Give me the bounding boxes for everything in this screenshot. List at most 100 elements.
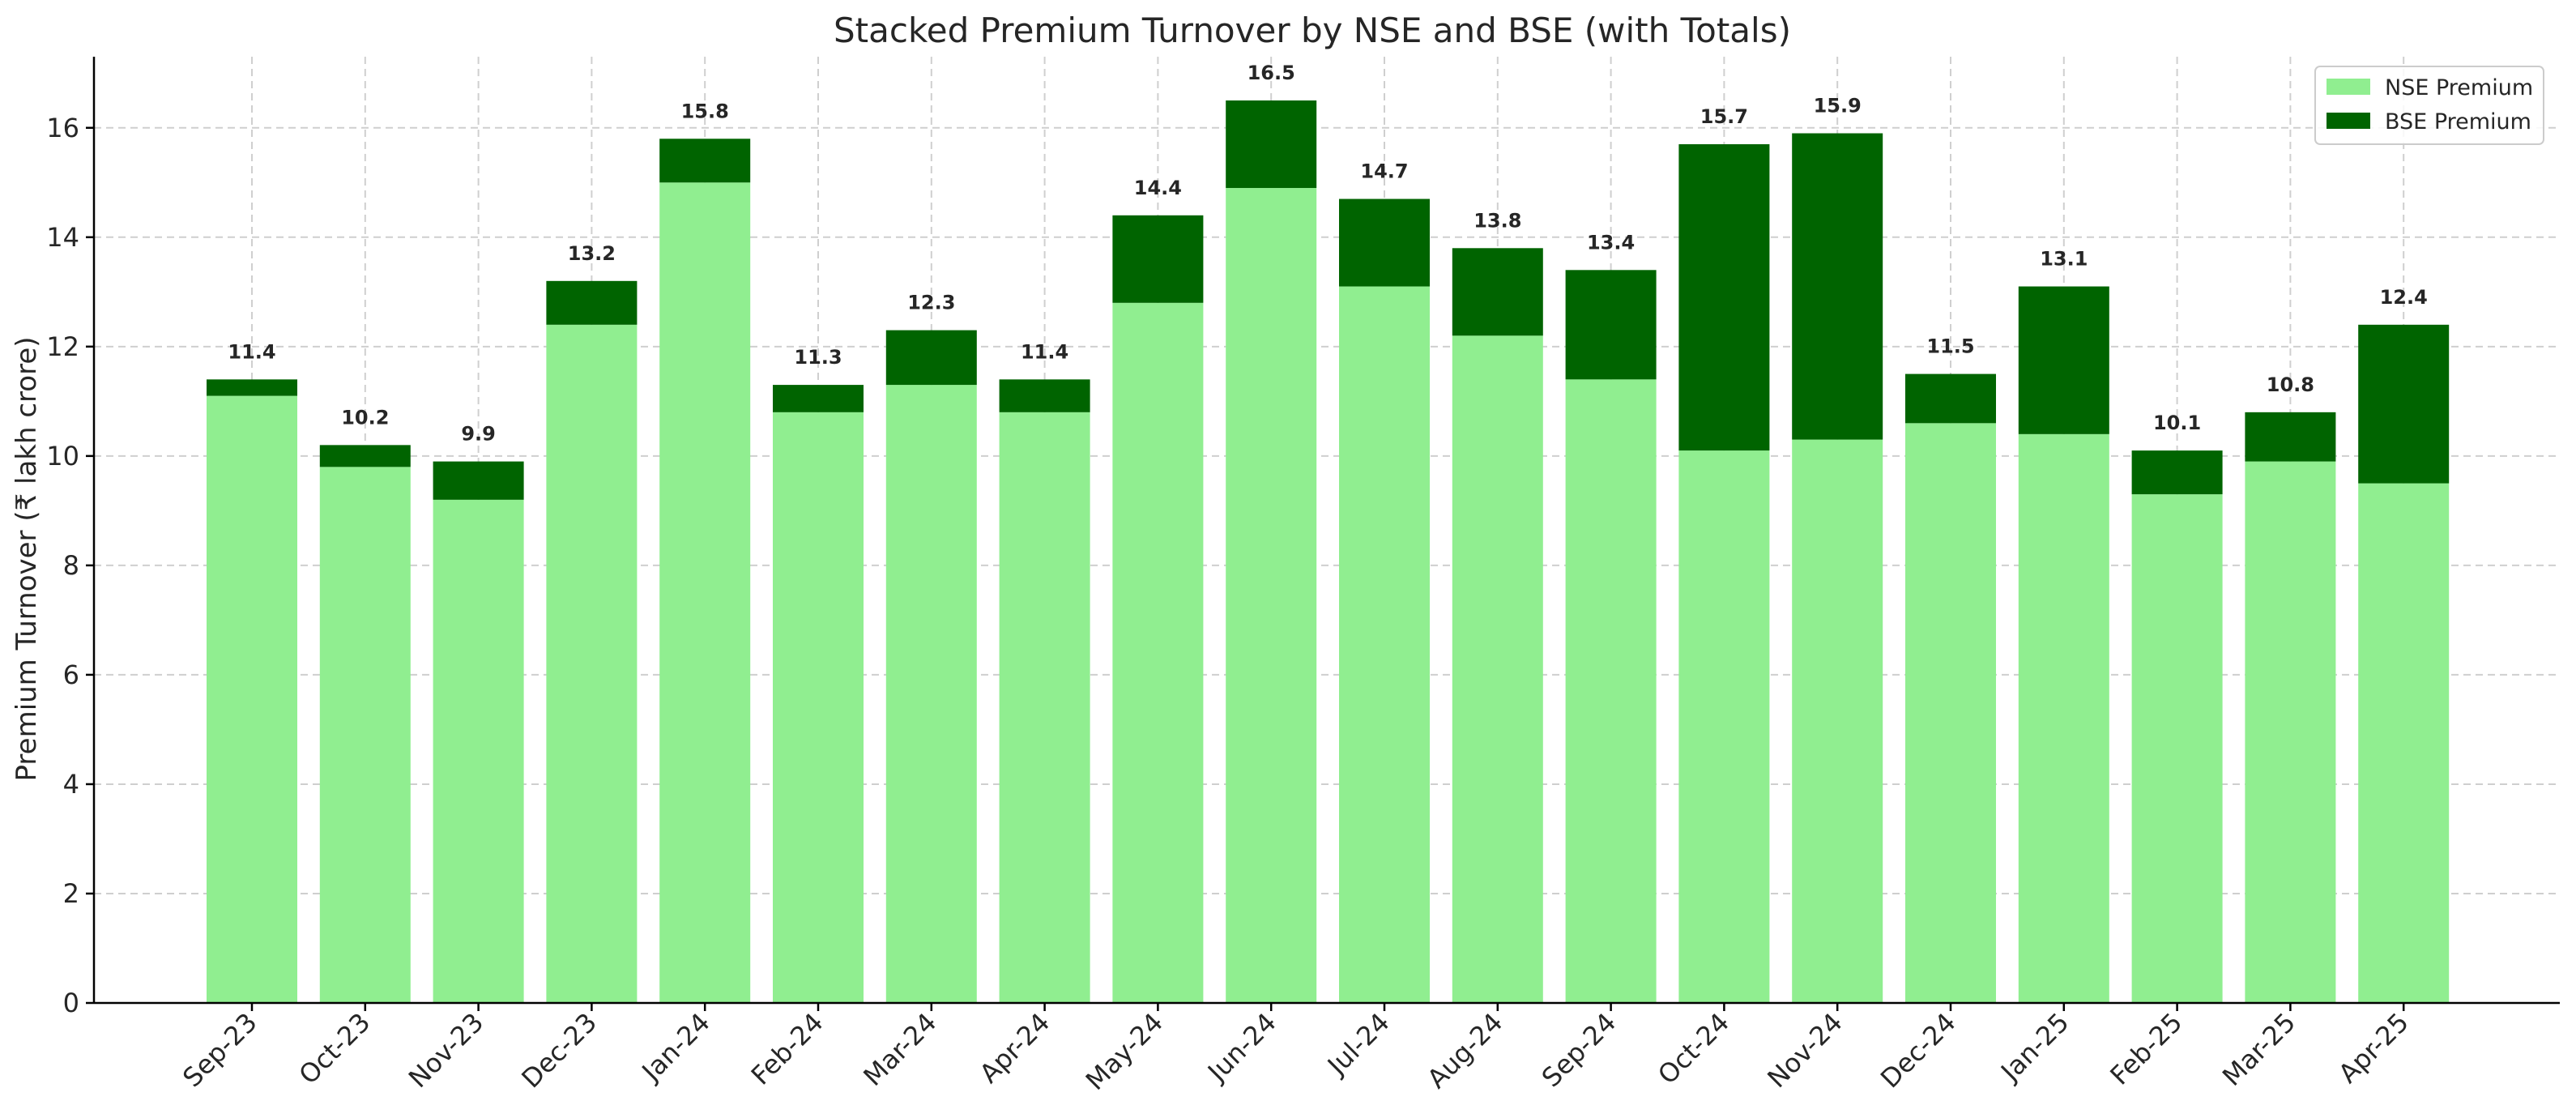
bar-bse — [1339, 198, 1430, 287]
bar-bse — [773, 385, 864, 412]
bar-bse — [999, 379, 1090, 412]
y-tick-label: 2 — [63, 878, 79, 909]
total-label: 12.4 — [2380, 286, 2428, 309]
bar-nse — [2245, 461, 2336, 1003]
x-tick-label: Mar-24 — [857, 1007, 942, 1092]
x-tick-label: Nov-23 — [403, 1007, 489, 1094]
x-tick-label: Oct-23 — [293, 1007, 377, 1090]
x-tick-label: Sep-23 — [177, 1007, 262, 1093]
total-label: 10.8 — [2267, 373, 2314, 396]
x-tick-label: Jul-24 — [1320, 1007, 1396, 1082]
bar-nse — [1452, 335, 1543, 1003]
bar-bse — [1678, 144, 1770, 451]
total-label: 13.8 — [1474, 209, 1521, 232]
bar-nse — [207, 395, 297, 1003]
bar-nse — [1678, 450, 1770, 1003]
y-tick-label: 4 — [63, 769, 79, 800]
x-tick-label: Apr-24 — [974, 1007, 1056, 1090]
x-tick-label: Dec-24 — [1874, 1007, 1962, 1095]
total-label: 13.2 — [568, 242, 616, 265]
total-label: 13.4 — [1587, 231, 1635, 254]
legend-swatch-bse — [2327, 113, 2370, 129]
total-label: 9.9 — [461, 423, 496, 446]
total-labels: 11.4 10.2 9.9 13.2 15.8 11.3 12.3 11.4 14.4 16.5 1… — [228, 62, 2427, 446]
y-tick-label: 10 — [46, 441, 79, 472]
bar-nse — [773, 412, 864, 1003]
bar-bse — [207, 379, 297, 396]
bar-bse — [2131, 450, 2223, 495]
bar-nse — [1792, 439, 1883, 1003]
bar-nse — [433, 499, 524, 1003]
x-tick-label: May-24 — [1080, 1007, 1169, 1096]
bar-nse — [546, 324, 638, 1003]
legend-box — [2314, 66, 2544, 145]
bar-nse — [1112, 302, 1204, 1003]
x-tick-label: Feb-25 — [2104, 1007, 2188, 1091]
total-label: 13.1 — [2040, 248, 2088, 271]
bar-bse — [659, 139, 751, 183]
bar-nse — [2018, 433, 2109, 1003]
bar-nse — [999, 412, 1090, 1003]
y-axis-label: Premium Turnover (₹ lakh crore) — [11, 337, 43, 782]
bar-bse — [433, 461, 524, 500]
bar-bse — [1226, 100, 1317, 189]
bar-nse — [1905, 423, 1996, 1003]
total-label: 11.5 — [1926, 335, 1974, 358]
bar-nse — [659, 182, 751, 1004]
bar-bse — [2018, 286, 2109, 434]
x-tick-label: Dec-23 — [515, 1007, 603, 1095]
total-label: 12.3 — [907, 292, 955, 314]
x-tick-label: Jan-25 — [1994, 1007, 2075, 1088]
bar-nse — [1339, 286, 1430, 1004]
bar-bse — [546, 280, 638, 325]
total-label: 14.4 — [1134, 177, 1182, 199]
total-label: 14.7 — [1360, 160, 1408, 183]
x-tick-label: Jan-24 — [635, 1007, 716, 1088]
x-tick-label: Oct-24 — [1652, 1007, 1735, 1090]
y-tick-label: 12 — [46, 331, 79, 362]
x-tick-label: Mar-25 — [2216, 1007, 2301, 1092]
bars — [207, 100, 2450, 1004]
total-label: 11.4 — [1021, 340, 1068, 363]
bar-nse — [319, 467, 411, 1003]
y-tick-label: 8 — [63, 550, 79, 581]
bar-bse — [1112, 215, 1204, 303]
x-tick-label: Feb-24 — [745, 1007, 830, 1091]
y-tick-label: 0 — [63, 988, 79, 1018]
total-label: 11.3 — [794, 346, 842, 369]
bar-bse — [319, 445, 411, 467]
legend: NSE Premium BSE Premium — [2314, 66, 2544, 145]
legend-label-bse: BSE Premium — [2385, 109, 2531, 134]
bar-bse — [1452, 248, 1543, 336]
total-label: 10.2 — [341, 406, 389, 429]
x-tick-label: Aug-24 — [1421, 1007, 1508, 1095]
x-tick-label: Nov-24 — [1761, 1007, 1848, 1094]
y-tick-label: 6 — [63, 659, 79, 690]
x-tick-label: Jun-24 — [1201, 1007, 1282, 1089]
bar-bse — [885, 330, 977, 386]
chart-title: Stacked Premium Turnover by NSE and BSE … — [834, 11, 1791, 50]
legend-label-nse: NSE Premium — [2385, 75, 2533, 100]
bar-bse — [2358, 324, 2450, 484]
bar-bse — [1905, 373, 1996, 424]
total-label: 15.8 — [681, 100, 729, 122]
bar-nse — [885, 385, 977, 1004]
bar-nse — [2358, 483, 2450, 1003]
total-label: 10.1 — [2153, 412, 2201, 434]
total-label: 15.7 — [1700, 105, 1748, 128]
bar-nse — [1565, 379, 1657, 1003]
x-tick-label: Apr-25 — [2332, 1007, 2415, 1090]
legend-swatch-nse — [2327, 79, 2370, 95]
bar-bse — [2245, 412, 2336, 462]
bar-bse — [1792, 133, 1883, 440]
bar-nse — [1226, 188, 1317, 1004]
bar-bse — [1565, 270, 1657, 380]
y-tick-labels: 0 2 4 6 8 10 12 14 16 — [46, 113, 94, 1018]
total-label: 11.4 — [228, 340, 275, 363]
bar-nse — [2131, 494, 2223, 1003]
total-label: 15.9 — [1814, 95, 1862, 117]
y-tick-label: 14 — [46, 222, 79, 253]
x-tick-label: Sep-24 — [1536, 1007, 1622, 1093]
x-tick-labels: Sep-23 Oct-23 Nov-23 Dec-23 Jan-24 Feb-24 Mar-… — [177, 1003, 2415, 1096]
